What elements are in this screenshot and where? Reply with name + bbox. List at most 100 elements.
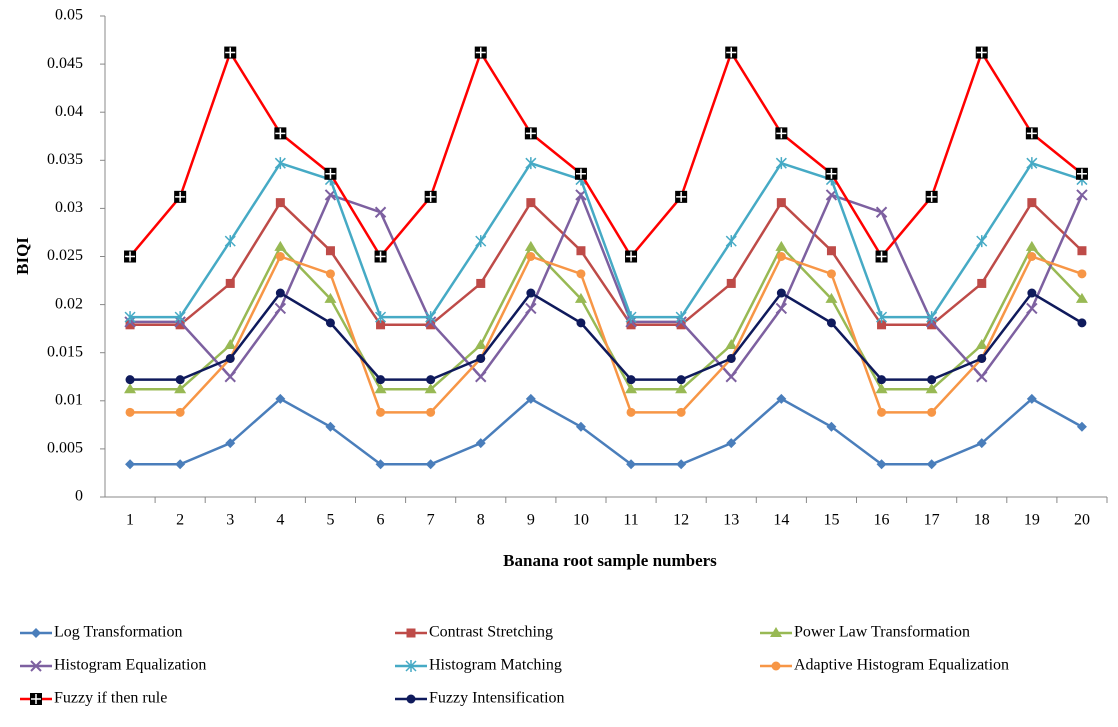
marker [174, 311, 186, 324]
marker-part [224, 339, 237, 350]
marker-part [726, 278, 736, 288]
marker [225, 278, 235, 288]
y-tick-label: 0.03 [55, 199, 83, 216]
x-tick-label: 19 [1024, 512, 1040, 529]
marker [725, 46, 738, 59]
marker-part [877, 320, 887, 330]
marker [124, 311, 136, 324]
marker-part [275, 128, 286, 139]
marker [825, 292, 838, 303]
x-tick-label: 9 [527, 512, 535, 529]
marker-part [424, 383, 437, 394]
marker [576, 246, 586, 256]
marker-part [1026, 302, 1038, 315]
marker [626, 375, 636, 385]
marker-part [124, 311, 136, 324]
marker [1075, 292, 1088, 303]
marker [175, 459, 186, 470]
marker-part [526, 198, 536, 208]
marker-part [174, 383, 187, 394]
marker-part [926, 311, 938, 324]
marker [1026, 157, 1038, 170]
marker-part [274, 302, 287, 315]
legend-marker [406, 628, 416, 638]
marker-part [175, 459, 186, 470]
marker [125, 407, 135, 417]
marker [275, 198, 285, 208]
marker [976, 438, 987, 449]
marker-part [225, 47, 236, 58]
marker [275, 252, 285, 261]
marker [125, 375, 135, 385]
marker [877, 375, 887, 385]
marker-part [376, 375, 386, 385]
marker [526, 288, 536, 298]
legend-marker [31, 628, 41, 638]
marker [575, 421, 586, 432]
marker-part [425, 311, 437, 324]
marker-part [175, 320, 185, 330]
marker [826, 269, 836, 279]
marker-part [1076, 189, 1088, 201]
marker-part [476, 278, 486, 288]
marker [275, 288, 285, 298]
marker-part [626, 251, 637, 262]
marker [376, 320, 386, 330]
marker [875, 206, 888, 218]
marker-part [977, 353, 987, 363]
marker-part [575, 168, 586, 179]
marker-part [125, 251, 136, 262]
marker-part [524, 240, 537, 251]
marker [926, 459, 937, 470]
marker [374, 206, 387, 218]
marker [125, 459, 136, 470]
marker-part [977, 278, 987, 288]
marker [524, 240, 537, 251]
marker-part [676, 459, 687, 470]
marker [374, 250, 387, 263]
marker [375, 459, 386, 470]
marker-part [574, 292, 587, 303]
marker [424, 190, 437, 203]
marker [876, 311, 888, 324]
marker [1077, 318, 1087, 328]
marker-part [771, 661, 781, 671]
x-tick-label: 5 [326, 512, 334, 529]
marker [927, 407, 937, 417]
marker-part [525, 393, 536, 404]
x-tick-label: 17 [924, 512, 940, 529]
marker [325, 246, 335, 256]
legend-label: Adaptive Histogram Equalization [794, 657, 1009, 674]
legend-marker [30, 693, 42, 705]
marker-part [325, 269, 335, 279]
marker-part [675, 383, 688, 394]
marker-part [576, 246, 586, 256]
marker [877, 320, 887, 330]
marker [625, 383, 638, 394]
marker [225, 353, 235, 363]
marker-part [426, 407, 436, 417]
marker-part [1076, 421, 1087, 432]
marker-part [726, 353, 736, 363]
marker-part [426, 375, 436, 385]
marker [1027, 198, 1037, 208]
marker-part [406, 628, 416, 638]
marker-part [1077, 269, 1087, 279]
series-line [130, 397, 1083, 466]
marker-part [376, 320, 386, 330]
marker [474, 339, 487, 350]
marker [626, 320, 636, 330]
marker-part [926, 459, 937, 470]
marker [425, 311, 437, 324]
legend-label: Fuzzy if then rule [54, 690, 167, 707]
marker-part [275, 393, 286, 404]
marker-part [425, 459, 436, 470]
marker-part [325, 318, 335, 328]
marker [224, 235, 236, 248]
legend-marker [30, 660, 42, 672]
marker-part [626, 375, 636, 385]
marker-part [926, 191, 937, 202]
marker-part [475, 438, 486, 449]
marker [975, 339, 988, 350]
marker-part [976, 47, 987, 58]
